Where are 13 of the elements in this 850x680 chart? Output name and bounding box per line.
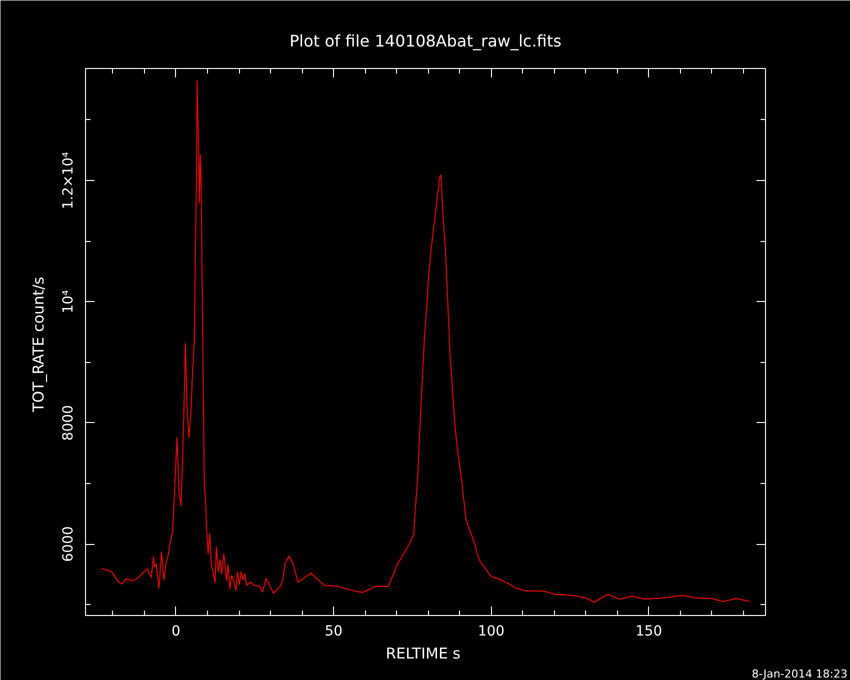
x-axis-title: RELTIME s [386, 644, 461, 662]
y-tick-label: 10⁴ [60, 290, 76, 314]
text: 8-Jan-2014 18:23 [752, 668, 848, 680]
x-tick-label: 50 [324, 624, 343, 640]
x-tick-label: 0 [172, 624, 180, 640]
line-series [101, 80, 750, 603]
y-tick-label: 6000 [60, 526, 76, 562]
x-tick-label: 100 [478, 624, 505, 640]
x-tick-label: 150 [635, 624, 662, 640]
chart-title: Plot of file 140108Abat_raw_lc.fits [290, 32, 562, 50]
y-tick-label: 8000 [60, 405, 76, 441]
y-tick-label: 1.2×10⁴ [60, 151, 76, 210]
y-axis-title: TOT_RATE count/s [30, 276, 48, 413]
